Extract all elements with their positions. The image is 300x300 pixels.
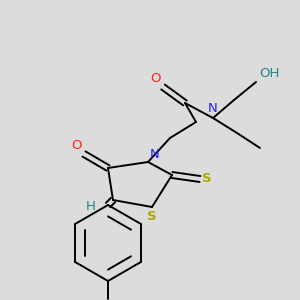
Text: H: H: [86, 200, 96, 214]
Text: N: N: [150, 148, 160, 161]
Text: S: S: [147, 210, 157, 223]
Text: N: N: [208, 102, 218, 115]
Text: OH: OH: [259, 67, 279, 80]
Text: O: O: [151, 72, 161, 85]
Text: O: O: [103, 299, 113, 300]
Text: S: S: [202, 172, 211, 185]
Text: O: O: [71, 139, 82, 152]
